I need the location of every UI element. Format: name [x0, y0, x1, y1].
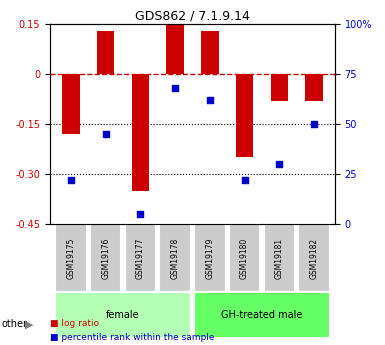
Point	[207, 97, 213, 103]
FancyBboxPatch shape	[125, 224, 156, 293]
Bar	[166, 24, 184, 74]
FancyBboxPatch shape	[90, 224, 121, 293]
FancyBboxPatch shape	[194, 293, 330, 338]
Bar	[62, 74, 80, 134]
FancyBboxPatch shape	[298, 224, 330, 293]
Bar	[271, 74, 288, 101]
Point	[102, 131, 109, 137]
Text: GSM19175: GSM19175	[66, 237, 75, 279]
FancyBboxPatch shape	[194, 224, 226, 293]
Point	[137, 211, 144, 217]
Text: female: female	[106, 310, 140, 320]
Text: GSM19180: GSM19180	[240, 238, 249, 279]
Text: GSM19176: GSM19176	[101, 237, 110, 279]
Point	[68, 177, 74, 183]
Text: ■ percentile rank within the sample: ■ percentile rank within the sample	[50, 333, 214, 342]
Title: GDS862 / 7.1.9.14: GDS862 / 7.1.9.14	[135, 10, 250, 23]
Point	[241, 177, 248, 183]
FancyBboxPatch shape	[229, 224, 260, 293]
Bar	[305, 74, 323, 101]
Bar	[132, 74, 149, 191]
FancyBboxPatch shape	[159, 224, 191, 293]
FancyBboxPatch shape	[55, 224, 87, 293]
Point	[172, 85, 178, 91]
Text: GSM19182: GSM19182	[310, 238, 319, 279]
Bar	[236, 74, 253, 157]
Point	[276, 161, 283, 167]
Bar	[97, 31, 114, 74]
Text: other: other	[2, 319, 28, 329]
Text: ▶: ▶	[25, 319, 33, 329]
Text: GSM19177: GSM19177	[136, 237, 145, 279]
Text: GSM19178: GSM19178	[171, 238, 180, 279]
Text: ■ log ratio: ■ log ratio	[50, 319, 99, 328]
Point	[311, 121, 317, 127]
FancyBboxPatch shape	[264, 224, 295, 293]
FancyBboxPatch shape	[55, 293, 191, 338]
Bar	[201, 31, 219, 74]
Text: GSM19179: GSM19179	[205, 237, 214, 279]
Text: GH-treated male: GH-treated male	[221, 310, 303, 320]
Text: GSM19181: GSM19181	[275, 238, 284, 279]
